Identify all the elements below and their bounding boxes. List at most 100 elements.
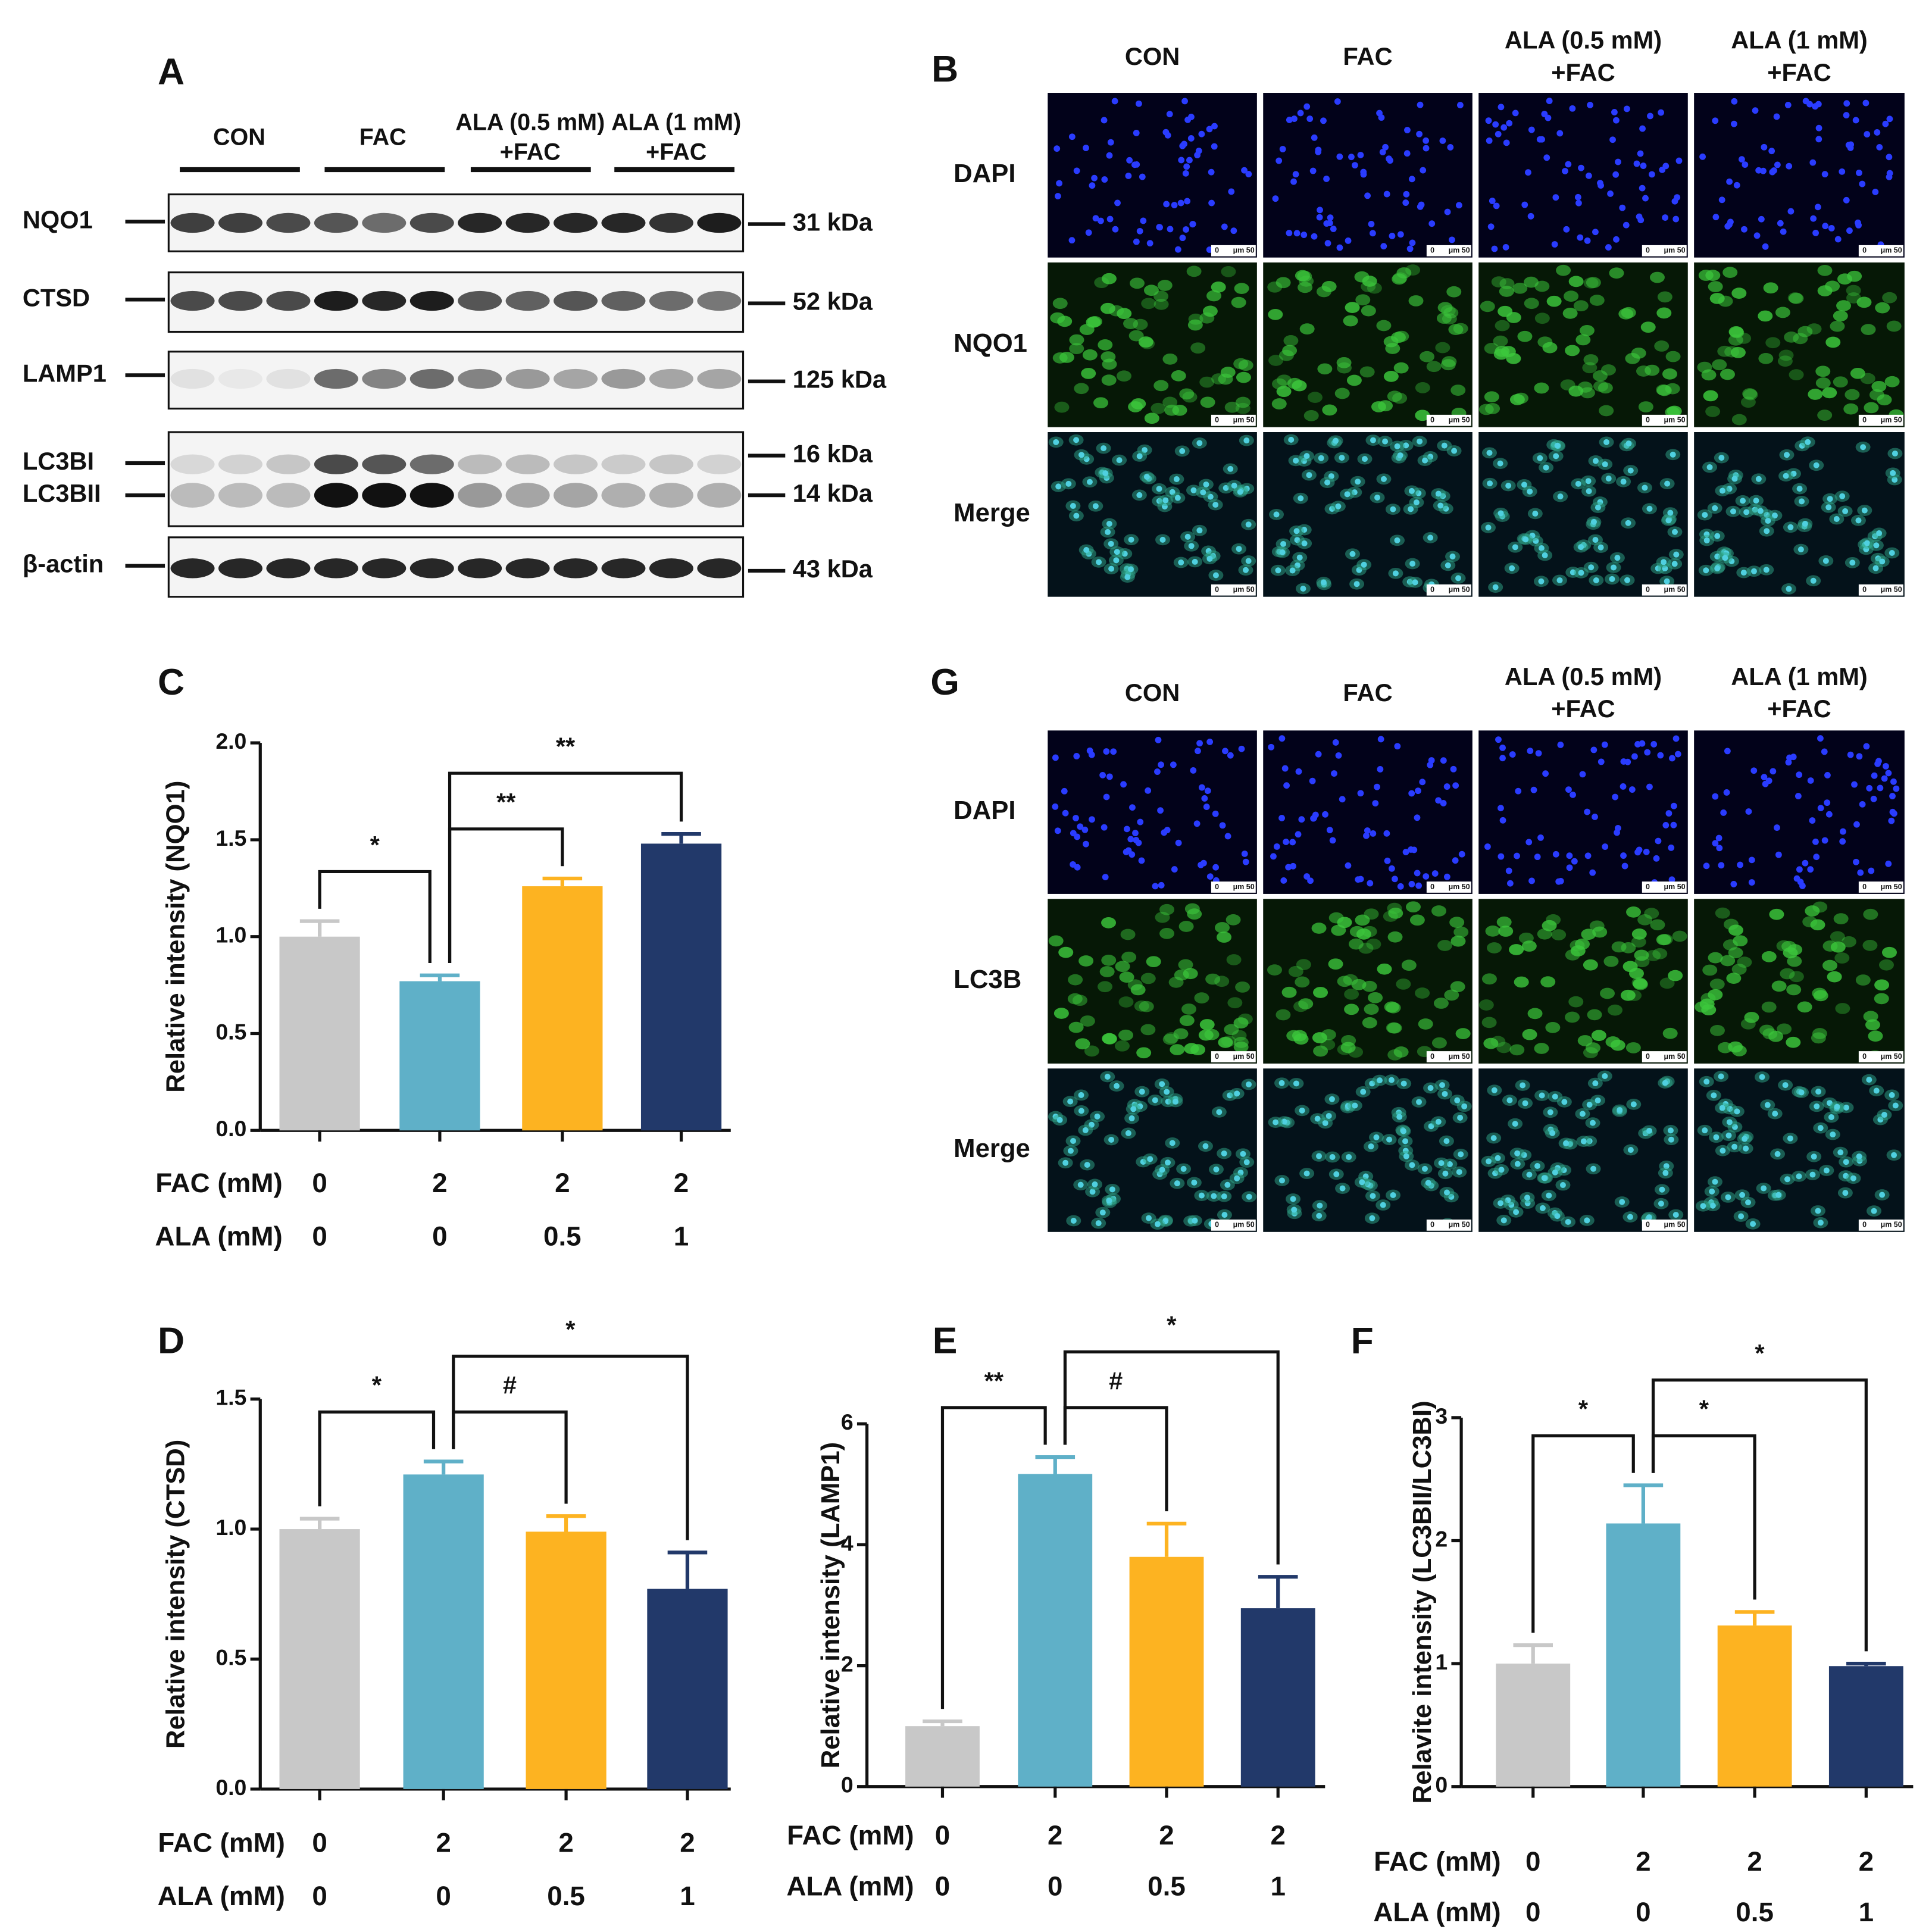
nucleus	[1335, 752, 1342, 759]
nucleus	[1643, 848, 1650, 855]
nucleus	[1793, 875, 1800, 882]
nucleus	[1834, 1103, 1840, 1110]
nucleus	[1852, 117, 1859, 124]
nucleus	[1647, 112, 1653, 120]
nucleus	[1180, 1165, 1187, 1172]
nucleus	[1885, 860, 1892, 867]
cell	[1722, 267, 1738, 278]
cell	[1231, 1030, 1247, 1042]
nucleus	[1102, 470, 1109, 477]
scale-bar-label: 0	[1862, 586, 1867, 594]
y-tick-label: 2	[1435, 1526, 1448, 1551]
nucleus	[1505, 483, 1512, 489]
nucleus	[1840, 828, 1846, 835]
bar	[1828, 1666, 1903, 1787]
cell	[1509, 1044, 1525, 1056]
error-bar	[661, 832, 701, 844]
nucleus	[1084, 1162, 1090, 1168]
cell	[1656, 934, 1671, 946]
cell	[1863, 908, 1878, 920]
band	[170, 483, 215, 508]
nucleus	[1774, 1150, 1781, 1157]
cell	[1233, 1017, 1249, 1028]
cell	[1583, 959, 1598, 971]
cell	[1586, 277, 1601, 289]
cell	[1115, 961, 1130, 973]
nucleus	[1095, 1220, 1102, 1227]
cell	[1672, 930, 1687, 942]
nucleus	[1523, 536, 1529, 543]
nucleus	[1290, 1196, 1296, 1202]
error-bar	[1035, 1455, 1076, 1474]
nucleus	[1288, 436, 1295, 443]
nucleus	[1662, 214, 1668, 221]
micrograph	[1263, 730, 1473, 894]
nucleus	[1318, 455, 1324, 461]
nucleus	[1546, 98, 1553, 104]
cell	[1075, 1038, 1090, 1050]
cell	[1631, 936, 1646, 948]
nucleus	[1786, 586, 1792, 592]
nucleus	[1886, 115, 1893, 123]
cell	[1717, 1042, 1733, 1053]
cell	[1524, 298, 1539, 309]
cell	[1067, 993, 1083, 1005]
nucleus	[1172, 1098, 1178, 1105]
scale-bar-box	[1211, 245, 1256, 257]
nucleus	[1427, 534, 1434, 541]
nucleus	[1357, 876, 1364, 883]
kda-marker: 43 kDa	[793, 555, 873, 583]
nucleus	[1349, 551, 1356, 557]
nucleus	[1812, 229, 1819, 236]
nucleus	[1300, 585, 1306, 592]
y-tick-label: 1.5	[215, 826, 246, 851]
lane-header: ALA (1 mM)	[611, 109, 741, 135]
nucleus	[1412, 579, 1418, 586]
row-label: NQO1	[954, 329, 1027, 358]
significance-bracket	[1651, 1378, 1868, 1652]
band	[266, 368, 311, 389]
nucleus	[1091, 174, 1098, 182]
nucleus	[1383, 830, 1390, 837]
nucleus	[1860, 444, 1867, 451]
nucleus	[1557, 493, 1564, 500]
nucleus	[1326, 827, 1333, 833]
nucleus	[1874, 760, 1881, 767]
cell	[1283, 335, 1299, 346]
nucleus	[1585, 478, 1592, 484]
cell	[1728, 947, 1743, 959]
nucleus	[1812, 838, 1819, 845]
nucleus	[1241, 851, 1248, 857]
scale-bar-box	[1642, 1051, 1687, 1062]
nucleus	[1876, 143, 1883, 151]
cell	[1731, 964, 1747, 975]
cell	[1599, 405, 1614, 417]
cell	[1117, 308, 1132, 320]
nucleus	[1565, 786, 1572, 793]
condition-value: 0	[1525, 1897, 1540, 1927]
nucleus	[1864, 131, 1871, 137]
cell	[1656, 307, 1672, 319]
nucleus	[1152, 1097, 1158, 1103]
kda-marker: 16 kDa	[793, 440, 873, 468]
condition-value: 2	[558, 1828, 573, 1858]
cell	[1724, 918, 1739, 930]
nucleus	[1227, 752, 1234, 759]
nucleus	[1760, 167, 1767, 174]
nucleus	[1726, 178, 1733, 185]
cell	[1109, 305, 1124, 317]
nucleus	[1202, 1143, 1209, 1149]
band	[505, 290, 550, 311]
band	[505, 454, 550, 474]
nucleus	[1532, 510, 1539, 517]
nucleus	[1738, 156, 1745, 163]
nucleus	[1605, 244, 1612, 251]
cell	[1580, 387, 1595, 399]
nucleus	[1815, 136, 1822, 143]
nucleus	[1569, 105, 1576, 112]
nucleus	[1245, 171, 1252, 177]
nucleus	[1135, 100, 1142, 107]
cell	[1337, 976, 1352, 987]
kda-marker: 14 kDa	[793, 479, 873, 507]
cell	[1509, 944, 1524, 955]
